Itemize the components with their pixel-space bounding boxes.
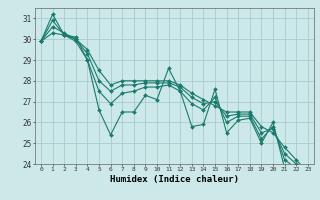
X-axis label: Humidex (Indice chaleur): Humidex (Indice chaleur) — [110, 175, 239, 184]
